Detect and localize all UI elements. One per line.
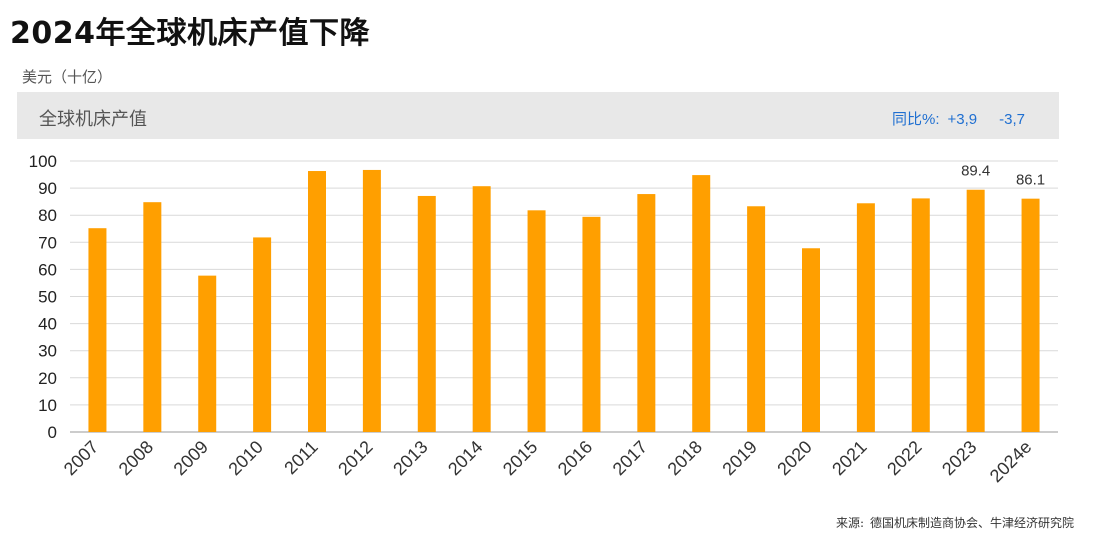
- y-axis-unit-label: 美元（十亿）: [22, 68, 113, 86]
- bar: [527, 210, 546, 432]
- bar: [362, 169, 381, 432]
- source-text: 德国机床制造商协会、牛津经济研究院: [869, 516, 1074, 530]
- bar: [856, 203, 875, 432]
- yoy-label: 同比%:: [892, 111, 940, 128]
- x-tick-label: 2020: [773, 437, 815, 479]
- bar: [472, 186, 491, 432]
- x-tick-label: 2008: [115, 437, 157, 479]
- x-tick-label: 2024e: [986, 437, 1036, 487]
- x-tick-label: 2007: [60, 437, 102, 479]
- x-tick-label: 2011: [280, 437, 322, 479]
- yoy-2024-value: -3,7: [999, 111, 1025, 128]
- data-label: 89.4: [961, 163, 990, 180]
- y-tick-label: 70: [38, 233, 57, 252]
- y-tick-label: 100: [29, 152, 57, 171]
- bar: [417, 195, 436, 432]
- y-tick-label: 10: [38, 396, 57, 415]
- bar: [88, 228, 107, 432]
- y-tick-label: 20: [38, 369, 57, 388]
- chart-title: 2024年全球机床产值下降: [10, 16, 370, 51]
- x-tick-label: 2018: [664, 437, 706, 479]
- x-tick-label: 2017: [609, 437, 651, 479]
- banner-title: 全球机床产值: [39, 109, 147, 130]
- x-tick-label: 2013: [389, 437, 431, 479]
- bar: [692, 175, 711, 433]
- x-tick-label: 2023: [938, 437, 980, 479]
- x-tick-label: 2009: [170, 437, 212, 479]
- y-tick-label: 80: [38, 206, 57, 225]
- x-tick-label: 2016: [554, 437, 596, 479]
- source-note: 来源: 德国机床制造商协会、牛津经济研究院: [836, 514, 1074, 531]
- y-tick-label: 0: [48, 423, 57, 442]
- y-tick-label: 90: [38, 179, 57, 198]
- bar: [253, 237, 272, 432]
- x-tick-label: 2021: [828, 437, 870, 479]
- bar: [198, 275, 217, 432]
- y-tick-label: 30: [38, 342, 57, 361]
- y-tick-label: 60: [38, 260, 57, 279]
- bar: [1021, 198, 1040, 432]
- bar: [802, 248, 820, 432]
- x-tick-label: 2015: [499, 437, 541, 479]
- bar: [747, 206, 766, 432]
- yoy-2023-value: +3,9: [947, 111, 978, 128]
- x-tick-label: 2014: [444, 437, 486, 479]
- bar: [911, 198, 930, 432]
- yoy-change: 同比%: +3,9 -3,7: [892, 108, 1025, 129]
- data-label: 86.1: [1016, 172, 1045, 189]
- source-label: 来源:: [835, 516, 864, 530]
- bar: [966, 189, 985, 432]
- bar: [308, 171, 326, 433]
- bar: [637, 194, 656, 432]
- x-tick-label: 2022: [883, 437, 925, 479]
- bar: [143, 202, 162, 432]
- bar: [582, 216, 601, 432]
- x-tick-label: 2019: [718, 437, 760, 479]
- chart-banner: 全球机床产值 同比%: +3,9 -3,7: [17, 92, 1059, 139]
- x-tick-label: 2010: [224, 437, 266, 479]
- y-tick-label: 50: [38, 288, 57, 307]
- x-tick-label: 2012: [334, 437, 376, 479]
- y-tick-label: 40: [38, 315, 57, 334]
